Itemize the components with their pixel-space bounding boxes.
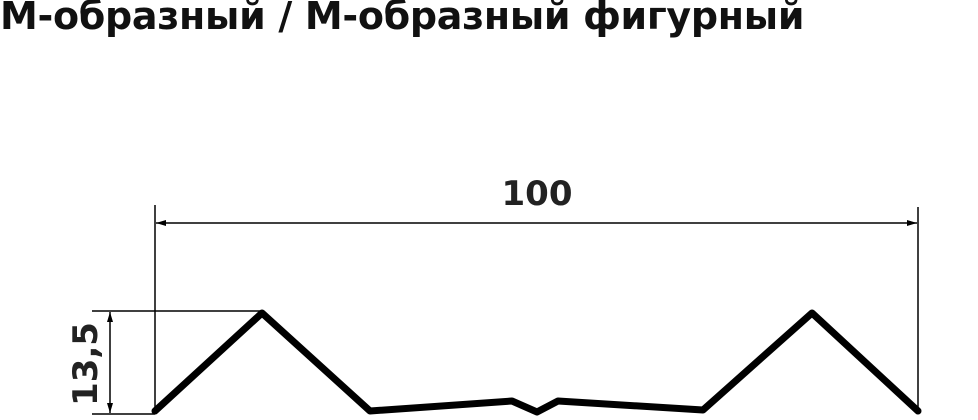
width-label: 100 — [502, 174, 573, 214]
height-label: 13,5 — [66, 322, 106, 406]
page-title: М-образный / М-образный фигурный — [0, 0, 805, 38]
profile-line — [151, 309, 922, 416]
